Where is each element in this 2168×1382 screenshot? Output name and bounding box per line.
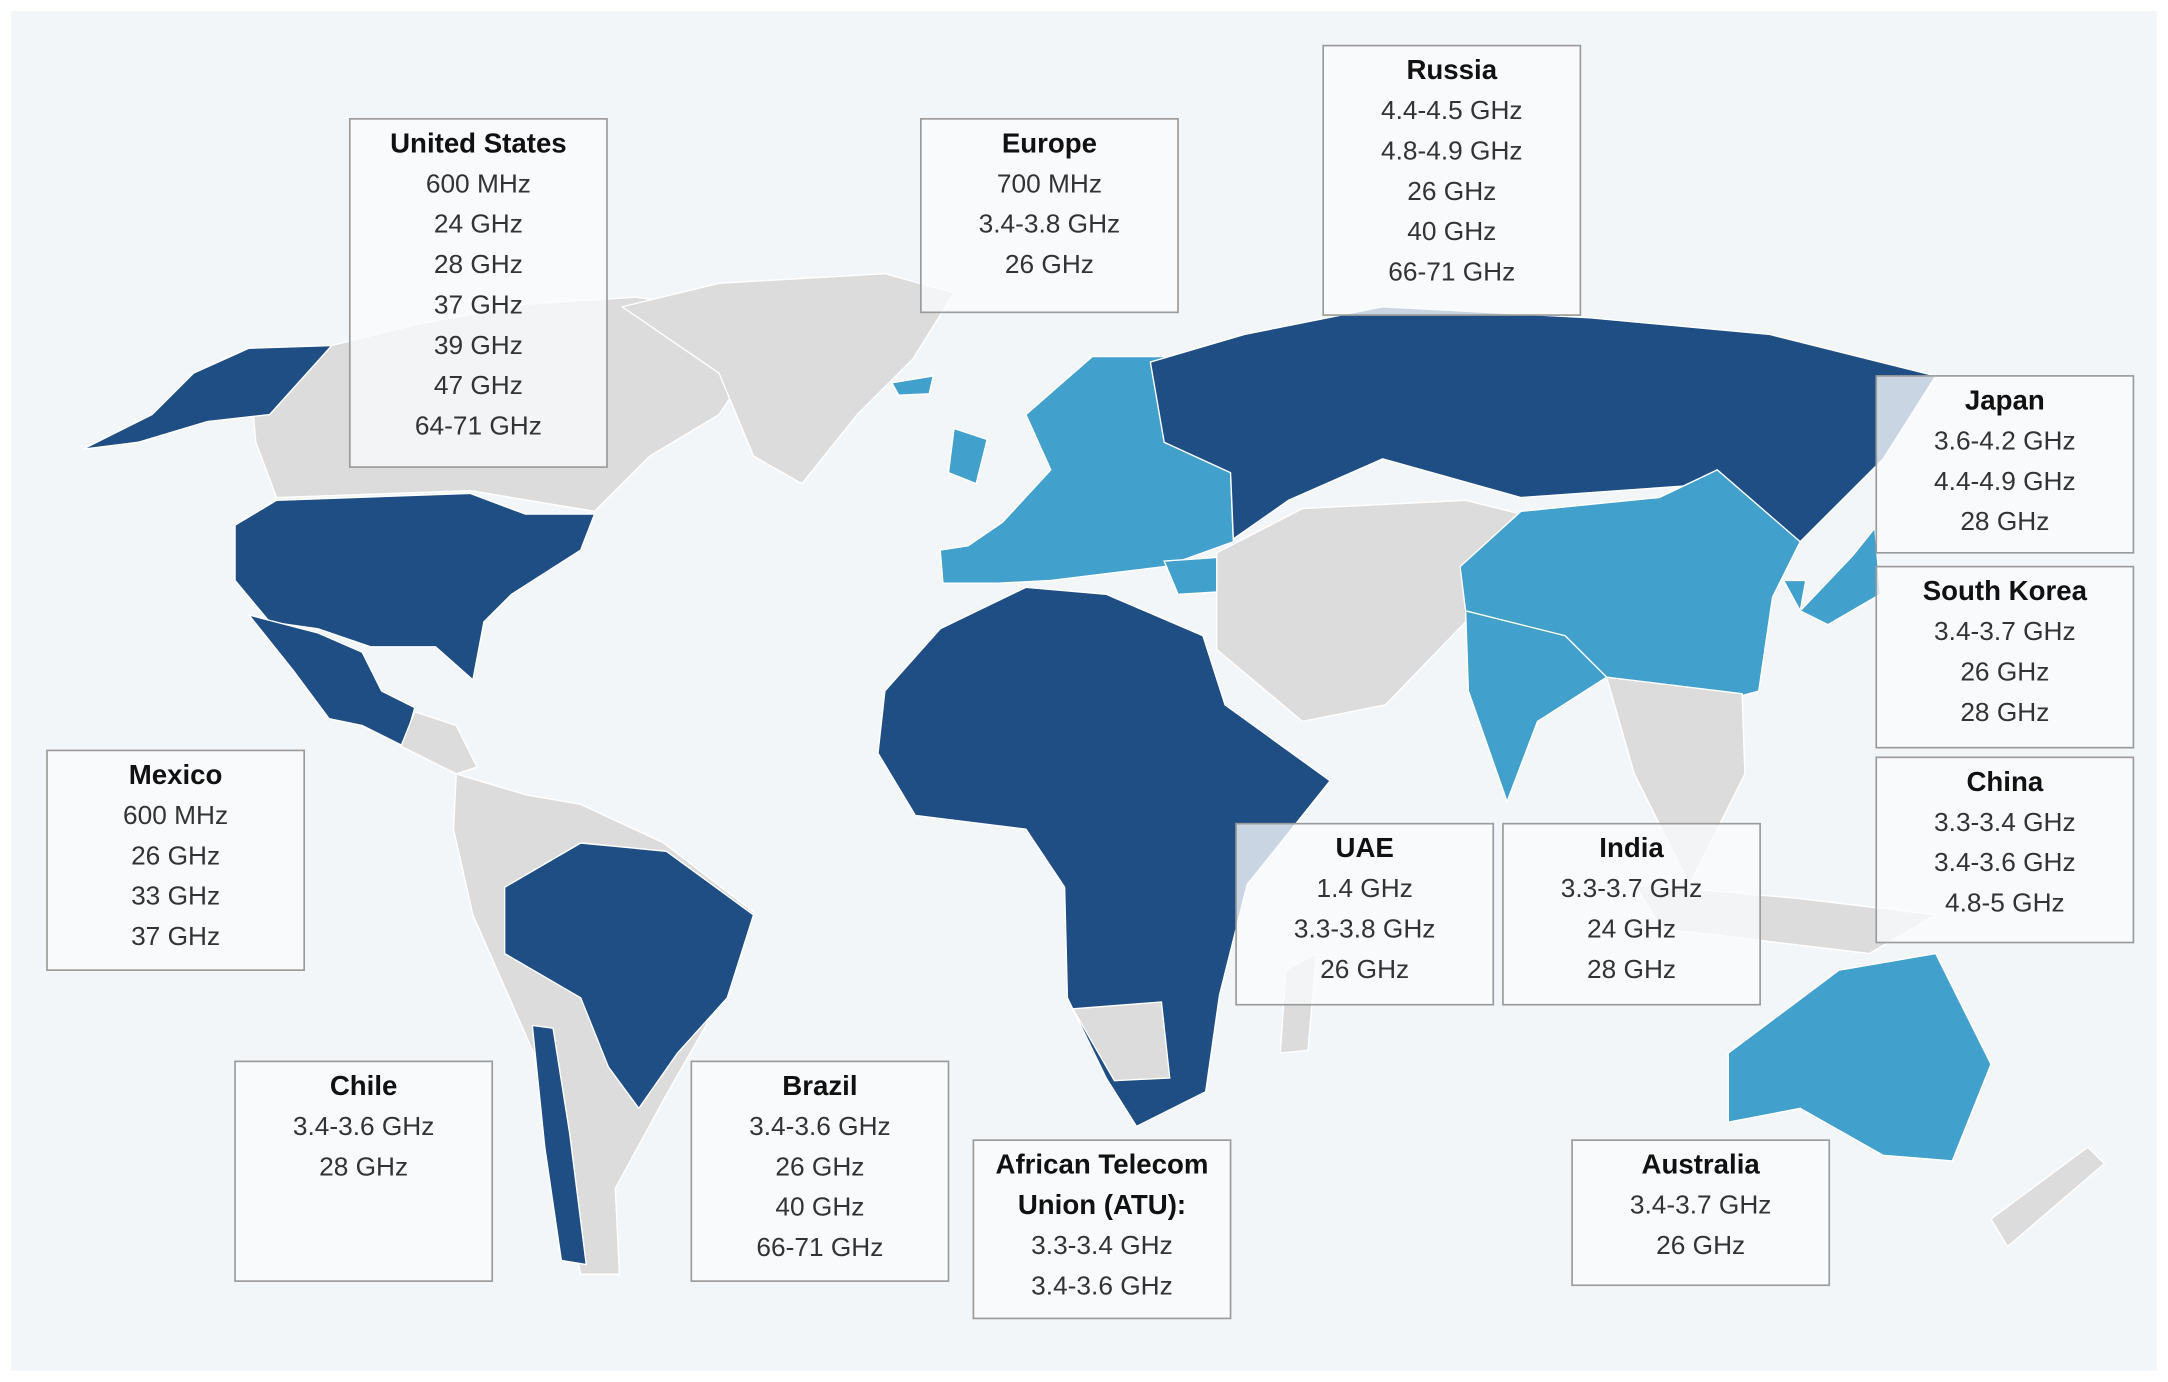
southern-africa-gray: [1071, 1001, 1171, 1082]
chile: [531, 1024, 588, 1266]
japan: [1799, 526, 1882, 626]
region-box: [1875, 565, 2135, 749]
band-label: 4.8-5 GHz: [1945, 888, 2065, 918]
region-title: Russia: [1406, 54, 1497, 85]
band-label: 3.4-3.7 GHz: [1630, 1190, 1772, 1220]
band-label: 39 GHz: [434, 330, 523, 360]
band-label: 3.4-3.6 GHz: [749, 1111, 891, 1141]
band-label: 28 GHz: [1960, 697, 2049, 727]
region-box: [1571, 1139, 1831, 1287]
band-label: 3.4-3.6 GHz: [1031, 1270, 1173, 1300]
alaska: [82, 344, 334, 450]
region-title: Chile: [330, 1070, 398, 1101]
band-label: 3.4-3.6 GHz: [1934, 847, 2076, 877]
band-label: 66-71 GHz: [1388, 257, 1515, 287]
band-label: 1.4 GHz: [1317, 873, 1413, 903]
region-box: [234, 1060, 494, 1282]
band-label: 26 GHz: [775, 1151, 864, 1181]
band-label: 28 GHz: [319, 1151, 408, 1181]
region-box: [690, 1060, 950, 1282]
region-box: [46, 749, 306, 971]
region-box: [1875, 375, 2135, 554]
band-label: 33 GHz: [131, 881, 220, 911]
india: [1464, 609, 1608, 804]
region-box: [920, 118, 1179, 314]
australia: [1727, 952, 1992, 1162]
region-title: Australia: [1642, 1149, 1761, 1180]
greenland: [620, 272, 956, 485]
band-label: 26 GHz: [131, 840, 220, 870]
region-title: United States: [390, 127, 567, 158]
united-kingdom: [947, 427, 989, 485]
region-box: [1875, 756, 2135, 944]
region-title: Brazil: [782, 1070, 857, 1101]
south-korea: [1782, 579, 1807, 613]
iceland: [890, 375, 935, 396]
band-label: 4.4-4.5 GHz: [1381, 95, 1523, 125]
band-label: 3.3-3.8 GHz: [1294, 914, 1436, 944]
region-title: Union (ATU):: [1018, 1189, 1186, 1220]
band-label: 3.6-4.2 GHz: [1934, 425, 2076, 455]
band-label: 40 GHz: [775, 1192, 864, 1222]
region-title: China: [1966, 766, 2043, 797]
region-box: [1322, 44, 1582, 316]
region-title: South Korea: [1923, 575, 2088, 606]
band-label: 4.8-4.9 GHz: [1381, 136, 1523, 166]
band-label: 24 GHz: [434, 209, 523, 239]
band-label: 28 GHz: [434, 249, 523, 279]
band-label: 3.3-3.4 GHz: [1934, 807, 2076, 837]
band-label: 64-71 GHz: [415, 411, 542, 441]
new-zealand: [1990, 1146, 2106, 1248]
band-label: 37 GHz: [434, 289, 523, 319]
band-label: 28 GHz: [1587, 954, 1676, 984]
band-label: 66-71 GHz: [756, 1232, 883, 1262]
band-label: 3.4-3.6 GHz: [293, 1111, 435, 1141]
band-label: 26 GHz: [1407, 176, 1496, 206]
band-label: 26 GHz: [1005, 249, 1094, 279]
band-label: 28 GHz: [1960, 506, 2049, 536]
region-title: Europe: [1002, 127, 1097, 158]
region-title: India: [1599, 832, 1664, 863]
band-label: 3.4-3.8 GHz: [979, 209, 1121, 239]
band-label: 26 GHz: [1656, 1230, 1745, 1260]
central-america: [400, 710, 478, 775]
label-boxes: United States 600 MHz 24 GHz 28 GHz 37 GHz 39…: [46, 44, 2135, 1320]
region-box: [1235, 822, 1495, 1006]
band-label: 700 MHz: [997, 168, 1102, 198]
band-label: 40 GHz: [1407, 216, 1496, 246]
band-label: 47 GHz: [434, 370, 523, 400]
region-title: Japan: [1965, 384, 2045, 415]
region-box: [348, 118, 608, 468]
band-label: 26 GHz: [1320, 954, 1409, 984]
region-title: UAE: [1336, 832, 1394, 863]
band-label: 24 GHz: [1587, 914, 1676, 944]
land: [82, 272, 2106, 1275]
band-label: 3.4-3.7 GHz: [1934, 616, 2076, 646]
band-label: 3.3-3.4 GHz: [1031, 1230, 1173, 1260]
band-label: 26 GHz: [1960, 657, 2049, 687]
africa: [877, 586, 1332, 1128]
band-label: 600 MHz: [426, 168, 531, 198]
band-label: 3.3-3.7 GHz: [1561, 873, 1703, 903]
band-label: 4.4-4.9 GHz: [1934, 466, 2076, 496]
region-title: Mexico: [129, 759, 223, 790]
region-title: African Telecom: [996, 1149, 1209, 1180]
region-box: [1502, 822, 1761, 1006]
brazil: [503, 842, 755, 1110]
region-box: [972, 1139, 1232, 1320]
band-label: 37 GHz: [131, 921, 220, 951]
band-label: 600 MHz: [123, 800, 228, 830]
